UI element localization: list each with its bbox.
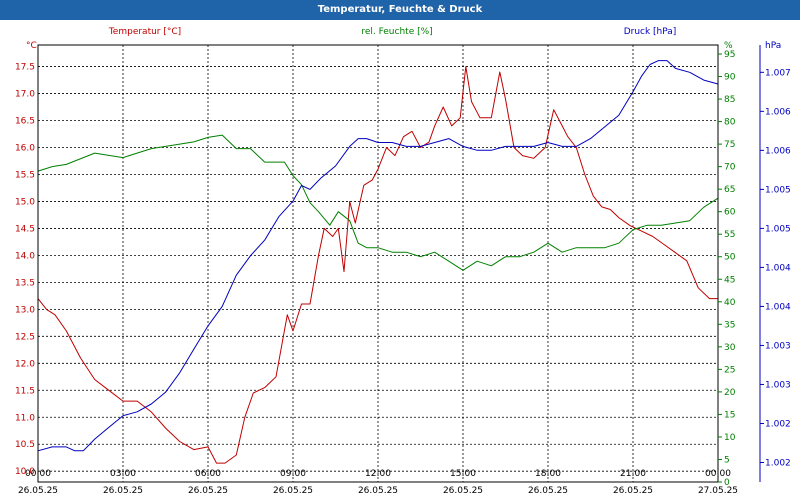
press-tick-label: 1.006 — [765, 146, 791, 156]
hum-tick-label: 60 — [724, 208, 736, 218]
hum-series-label: rel. Feuchte [%] — [361, 27, 432, 37]
chart-area: 10.0 10.5 11.0 11.5 12.0 12.5 13.0 13.5 14.0 14.5… — [15, 27, 791, 496]
hum-tick-label: 75 — [724, 140, 735, 150]
press-tick-label: 1.005 — [765, 224, 791, 234]
temp-tick-label: 11.0 — [15, 413, 35, 423]
temp-series-line — [37, 66, 718, 464]
temp-tick-label: 15.0 — [15, 197, 35, 207]
x-tick-date: 26.05.25 — [103, 486, 143, 496]
press-tick-label: 1.006 — [765, 107, 791, 117]
hum-tick-label: 80 — [724, 118, 736, 128]
temp-tick-label: 12.0 — [15, 359, 35, 369]
temp-tick-label: 14.0 — [15, 251, 35, 261]
plot-frame — [37, 44, 719, 483]
hum-tick-label: 0 — [724, 478, 730, 488]
press-series-line — [37, 60, 719, 452]
x-tick-date: 26.05.25 — [528, 486, 568, 496]
temp-series-label: Temperatur [°C] — [108, 27, 181, 37]
temp-tick-label: 15.5 — [15, 170, 35, 180]
press-tick-label: 1.003 — [765, 380, 791, 390]
x-tick-time: 03:00 — [110, 469, 136, 479]
temp-tick-label: 13.0 — [15, 305, 35, 315]
hum-tick-label: 30 — [724, 343, 736, 353]
x-tick-date: 26.05.25 — [443, 486, 483, 496]
hum-tick-label: 5 — [724, 455, 730, 465]
hum-tick-label: 50 — [724, 253, 736, 263]
ticks: 10.0 10.5 11.0 11.5 12.0 12.5 13.0 13.5 14.0 14.5… — [15, 45, 791, 496]
press-tick-label: 1.003 — [765, 341, 791, 351]
temp-tick-label: 10.5 — [15, 440, 35, 450]
x-tick-time: 00:00 — [705, 469, 731, 479]
press-tick-label: 1.007 — [765, 68, 791, 78]
hum-series-line — [37, 134, 719, 271]
legend-labels: Temperatur [°C] rel. Feuchte [%] Druck [… — [26, 27, 781, 51]
hum-tick-label: 25 — [724, 365, 735, 375]
x-tick-time: 12:00 — [365, 469, 391, 479]
series-group — [37, 60, 719, 464]
press-tick-label: 1.004 — [765, 263, 791, 273]
x-tick-time: 06:00 — [195, 469, 221, 479]
temp-tick-label: 13.5 — [15, 278, 35, 288]
hum-tick-label: 65 — [724, 185, 735, 195]
chart-title: Temperatur, Feuchte & Druck — [0, 0, 800, 20]
temp-tick-label: 17.5 — [15, 63, 35, 73]
press-unit-label: hPa — [765, 41, 781, 51]
hum-tick-label: 85 — [724, 95, 735, 105]
x-tick-date: 26.05.25 — [188, 486, 228, 496]
press-tick-label: 1.005 — [765, 185, 791, 195]
x-tick-time: 21:00 — [620, 469, 646, 479]
temp-tick-label: 14.5 — [15, 224, 35, 234]
hum-tick-label: 70 — [724, 163, 736, 173]
hum-tick-label: 40 — [724, 298, 736, 308]
hum-tick-label: 20 — [724, 388, 736, 398]
press-series-label: Druck [hPa] — [624, 27, 677, 37]
temp-unit-label: °C — [26, 41, 37, 51]
x-tick-time: 00:00 — [25, 469, 51, 479]
hum-tick-label: 95 — [724, 50, 735, 60]
temp-tick-label: 16.5 — [15, 117, 35, 127]
x-tick-date: 27.05.25 — [698, 486, 738, 496]
hum-tick-label: 35 — [724, 320, 735, 330]
temp-tick-label: 10.0 — [15, 467, 35, 477]
temp-tick-label: 12.5 — [15, 332, 35, 342]
hum-unit-label: % — [724, 41, 733, 51]
temp-tick-label: 16.0 — [15, 144, 35, 154]
temp-tick-label: 17.0 — [15, 90, 35, 100]
temp-tick-label: 11.5 — [15, 386, 35, 396]
hum-tick-label: 45 — [724, 275, 735, 285]
hum-tick-label: 55 — [724, 230, 735, 240]
x-tick-date: 26.05.25 — [613, 486, 653, 496]
x-tick-date: 26.05.25 — [18, 486, 58, 496]
hum-tick-label: 90 — [724, 73, 736, 83]
press-tick-label: 1.002 — [765, 419, 791, 429]
grid — [38, 45, 718, 482]
x-tick-time: 18:00 — [535, 469, 561, 479]
x-tick-time: 15:00 — [450, 469, 476, 479]
x-tick-date: 26.05.25 — [358, 486, 398, 496]
hum-tick-label: 10 — [724, 433, 736, 443]
press-tick-label: 1.004 — [765, 302, 791, 312]
x-tick-date: 26.05.25 — [273, 486, 313, 496]
x-tick-time: 09:00 — [280, 469, 306, 479]
press-tick-label: 1.002 — [765, 458, 791, 468]
hum-tick-label: 15 — [724, 410, 735, 420]
